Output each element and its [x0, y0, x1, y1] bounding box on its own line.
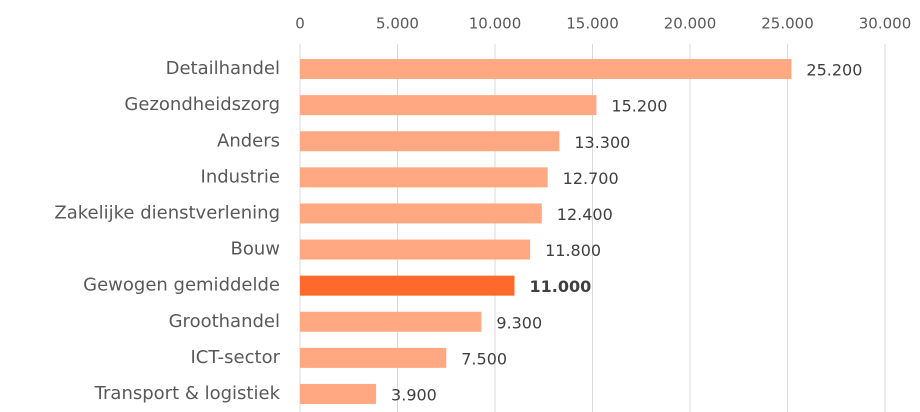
- value-label: 12.700: [563, 169, 619, 188]
- category-label: Gewogen gemiddelde: [83, 275, 280, 296]
- bar: [300, 95, 597, 116]
- bar: [300, 311, 482, 332]
- bar: [300, 59, 792, 80]
- category-label: Transport & logistiek: [94, 383, 281, 404]
- x-tick-label: 20.000: [664, 15, 717, 33]
- bar: [300, 203, 542, 224]
- value-label: 3.900: [391, 385, 437, 404]
- bar: [300, 131, 560, 152]
- category-label: Groothandel: [169, 311, 280, 332]
- value-label: 25.200: [806, 61, 862, 80]
- x-tick-label: 10.000: [469, 15, 522, 33]
- value-label: 7.500: [461, 349, 507, 368]
- category-label: Industrie: [201, 166, 280, 187]
- bar: [300, 347, 447, 368]
- bar: [300, 275, 515, 296]
- value-label: 15.200: [611, 97, 667, 116]
- bar: [300, 167, 548, 188]
- x-tick-label: 25.000: [761, 15, 814, 33]
- category-label: Detailhandel: [166, 58, 280, 79]
- value-label: 12.400: [557, 205, 613, 224]
- category-label: Bouw: [231, 239, 281, 260]
- x-tick-label: 5.000: [376, 15, 419, 33]
- value-label: 11.800: [545, 241, 601, 260]
- x-tick-label: 15.000: [566, 15, 619, 33]
- category-label: Gezondheidszorg: [124, 94, 280, 115]
- bar: [300, 239, 531, 260]
- value-label: 13.300: [574, 133, 630, 152]
- value-label: 9.300: [496, 313, 542, 332]
- category-label: Anders: [217, 130, 280, 151]
- bar: [300, 383, 377, 404]
- x-tick-label: 0: [295, 15, 305, 33]
- x-tick-label: 30.000: [859, 15, 912, 33]
- category-label: Zakelijke dienstverlening: [54, 202, 280, 223]
- category-label: ICT-sector: [190, 347, 280, 368]
- value-label: 11.000: [530, 277, 592, 296]
